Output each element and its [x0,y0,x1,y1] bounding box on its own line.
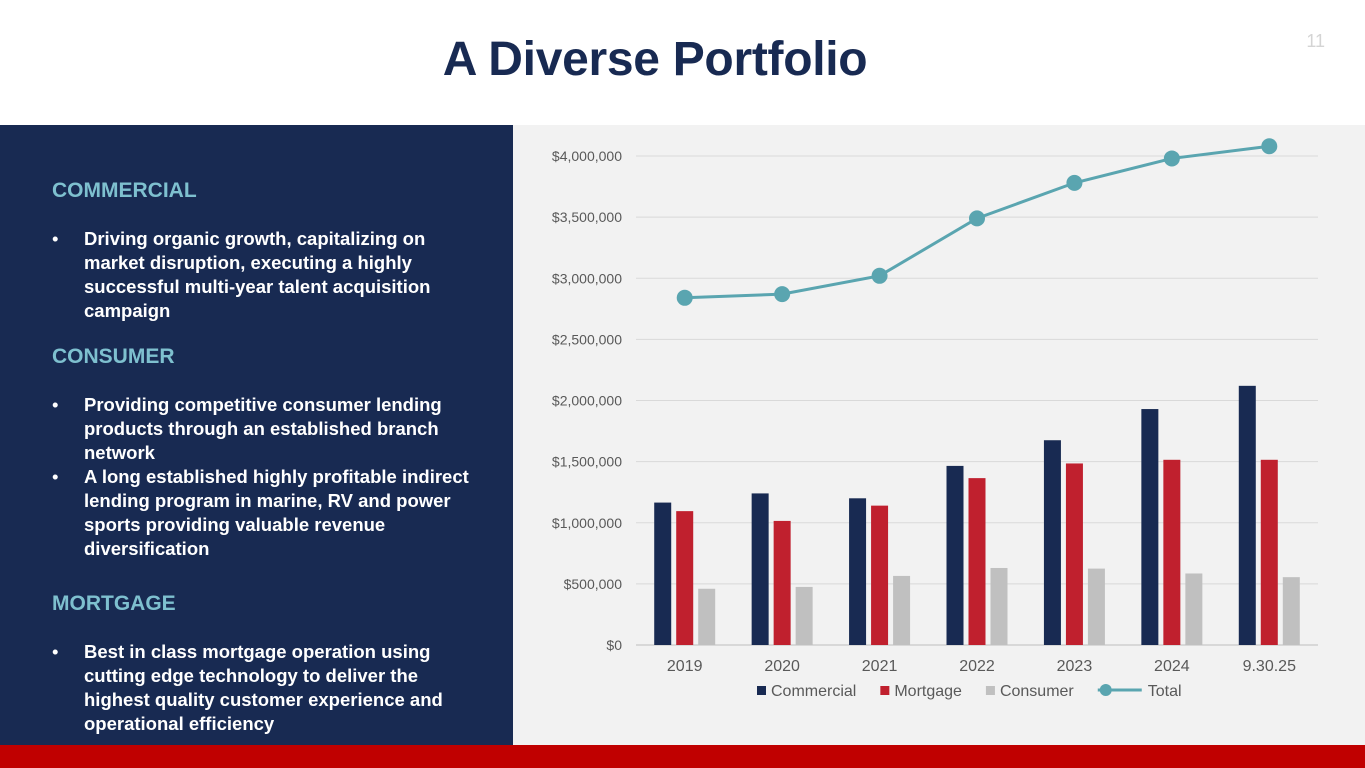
mortgage-bar [871,505,889,645]
y-tick-label: $3,000,000 [552,270,622,286]
y-tick-label: $4,000,000 [552,148,622,164]
x-tick-label: 9.30.25 [1243,658,1296,675]
mortgage-bar [773,520,791,645]
mortgage-bar [1163,459,1181,645]
consumer-bar [1282,577,1300,645]
commercial-bar [751,493,769,645]
page-title: A Diverse Portfolio [442,33,868,86]
x-tick-label: 2020 [764,658,800,675]
x-tick-label: 2019 [667,658,703,675]
consumer-section: CONSUMER Providing competitive consumer … [52,345,482,561]
commercial-bullet: Driving organic growth, capitalizing on … [52,227,482,323]
commercial-heading: COMMERCIAL [52,179,197,202]
commercial-bar [946,465,964,645]
consumer-bar [990,567,1008,645]
legend-label: Mortgage [894,683,962,700]
y-tick-label: $1,000,000 [552,515,622,531]
x-tick-label: 2024 [1154,658,1190,675]
y-tick-label: $1,500,000 [552,454,622,470]
slide-number: 11 [1306,31,1325,51]
total-legend-marker [1099,684,1112,696]
total-point [969,210,985,227]
legend-label: Total [1148,683,1182,700]
consumer-bar [893,575,911,645]
x-tick-label: 2021 [862,658,898,675]
mortgage-bar [1260,459,1278,645]
y-tick-label: $0 [606,637,622,653]
mortgage-bullet: Best in class mortgage operation using c… [52,640,482,736]
consumer-bullets: Providing competitive consumer lending p… [52,393,482,561]
total-point [774,286,791,303]
mortgage-section: MORTGAGE Best in class mortgage operatio… [52,592,482,736]
commercial-bar [654,502,672,645]
consumer-bar [795,586,813,645]
commercial-bar [1043,440,1061,645]
commercial-section: COMMERCIAL Driving organic growth, capit… [52,179,482,323]
commercial-bar [849,498,867,645]
mortgage-bullets: Best in class mortgage operation using c… [52,640,482,736]
commercial-bullets: Driving organic growth, capitalizing on … [52,227,482,323]
total-point [676,289,693,306]
commercial-bar [1238,385,1256,645]
total-point [1261,138,1278,155]
commercial-bar [1141,409,1159,645]
total-point [1066,174,1083,191]
footer-bar [0,745,1365,768]
commercial-legend-swatch [757,686,766,695]
consumer-bar [698,588,716,645]
total-point [1163,150,1180,167]
consumer-bar [1087,568,1105,645]
x-tick-label: 2023 [1057,658,1093,675]
portfolio-chart: $0 $500,000 $1,000,000 $1,500,000 $2,000,000… [552,138,1318,700]
total-point [871,267,888,284]
consumer-bullet: A long established highly profitable ind… [52,465,482,561]
mortgage-bar [1065,463,1083,645]
x-tick-label: 2022 [959,658,995,675]
legend-label: Commercial [771,683,856,700]
mortgage-heading: MORTGAGE [52,592,176,615]
y-tick-label: $3,500,000 [552,209,622,225]
y-tick-label: $500,000 [564,576,623,592]
mortgage-bar [676,511,694,645]
consumer-bullet: Providing competitive consumer lending p… [52,393,482,465]
description-panel: COMMERCIAL Driving organic growth, capit… [0,125,513,745]
mortgage-bar [968,478,986,645]
mortgage-legend-swatch [880,686,890,695]
consumer-bar [1185,573,1203,645]
consumer-legend-swatch [985,686,995,695]
y-tick-label: $2,500,000 [552,331,622,347]
y-tick-label: $2,000,000 [552,393,622,409]
legend-label: Consumer [1000,683,1074,700]
consumer-heading: CONSUMER [52,345,175,368]
portfolio-chart-panel: $0 $500,000 $1,000,000 $1,500,000 $2,000,000… [513,125,1365,745]
